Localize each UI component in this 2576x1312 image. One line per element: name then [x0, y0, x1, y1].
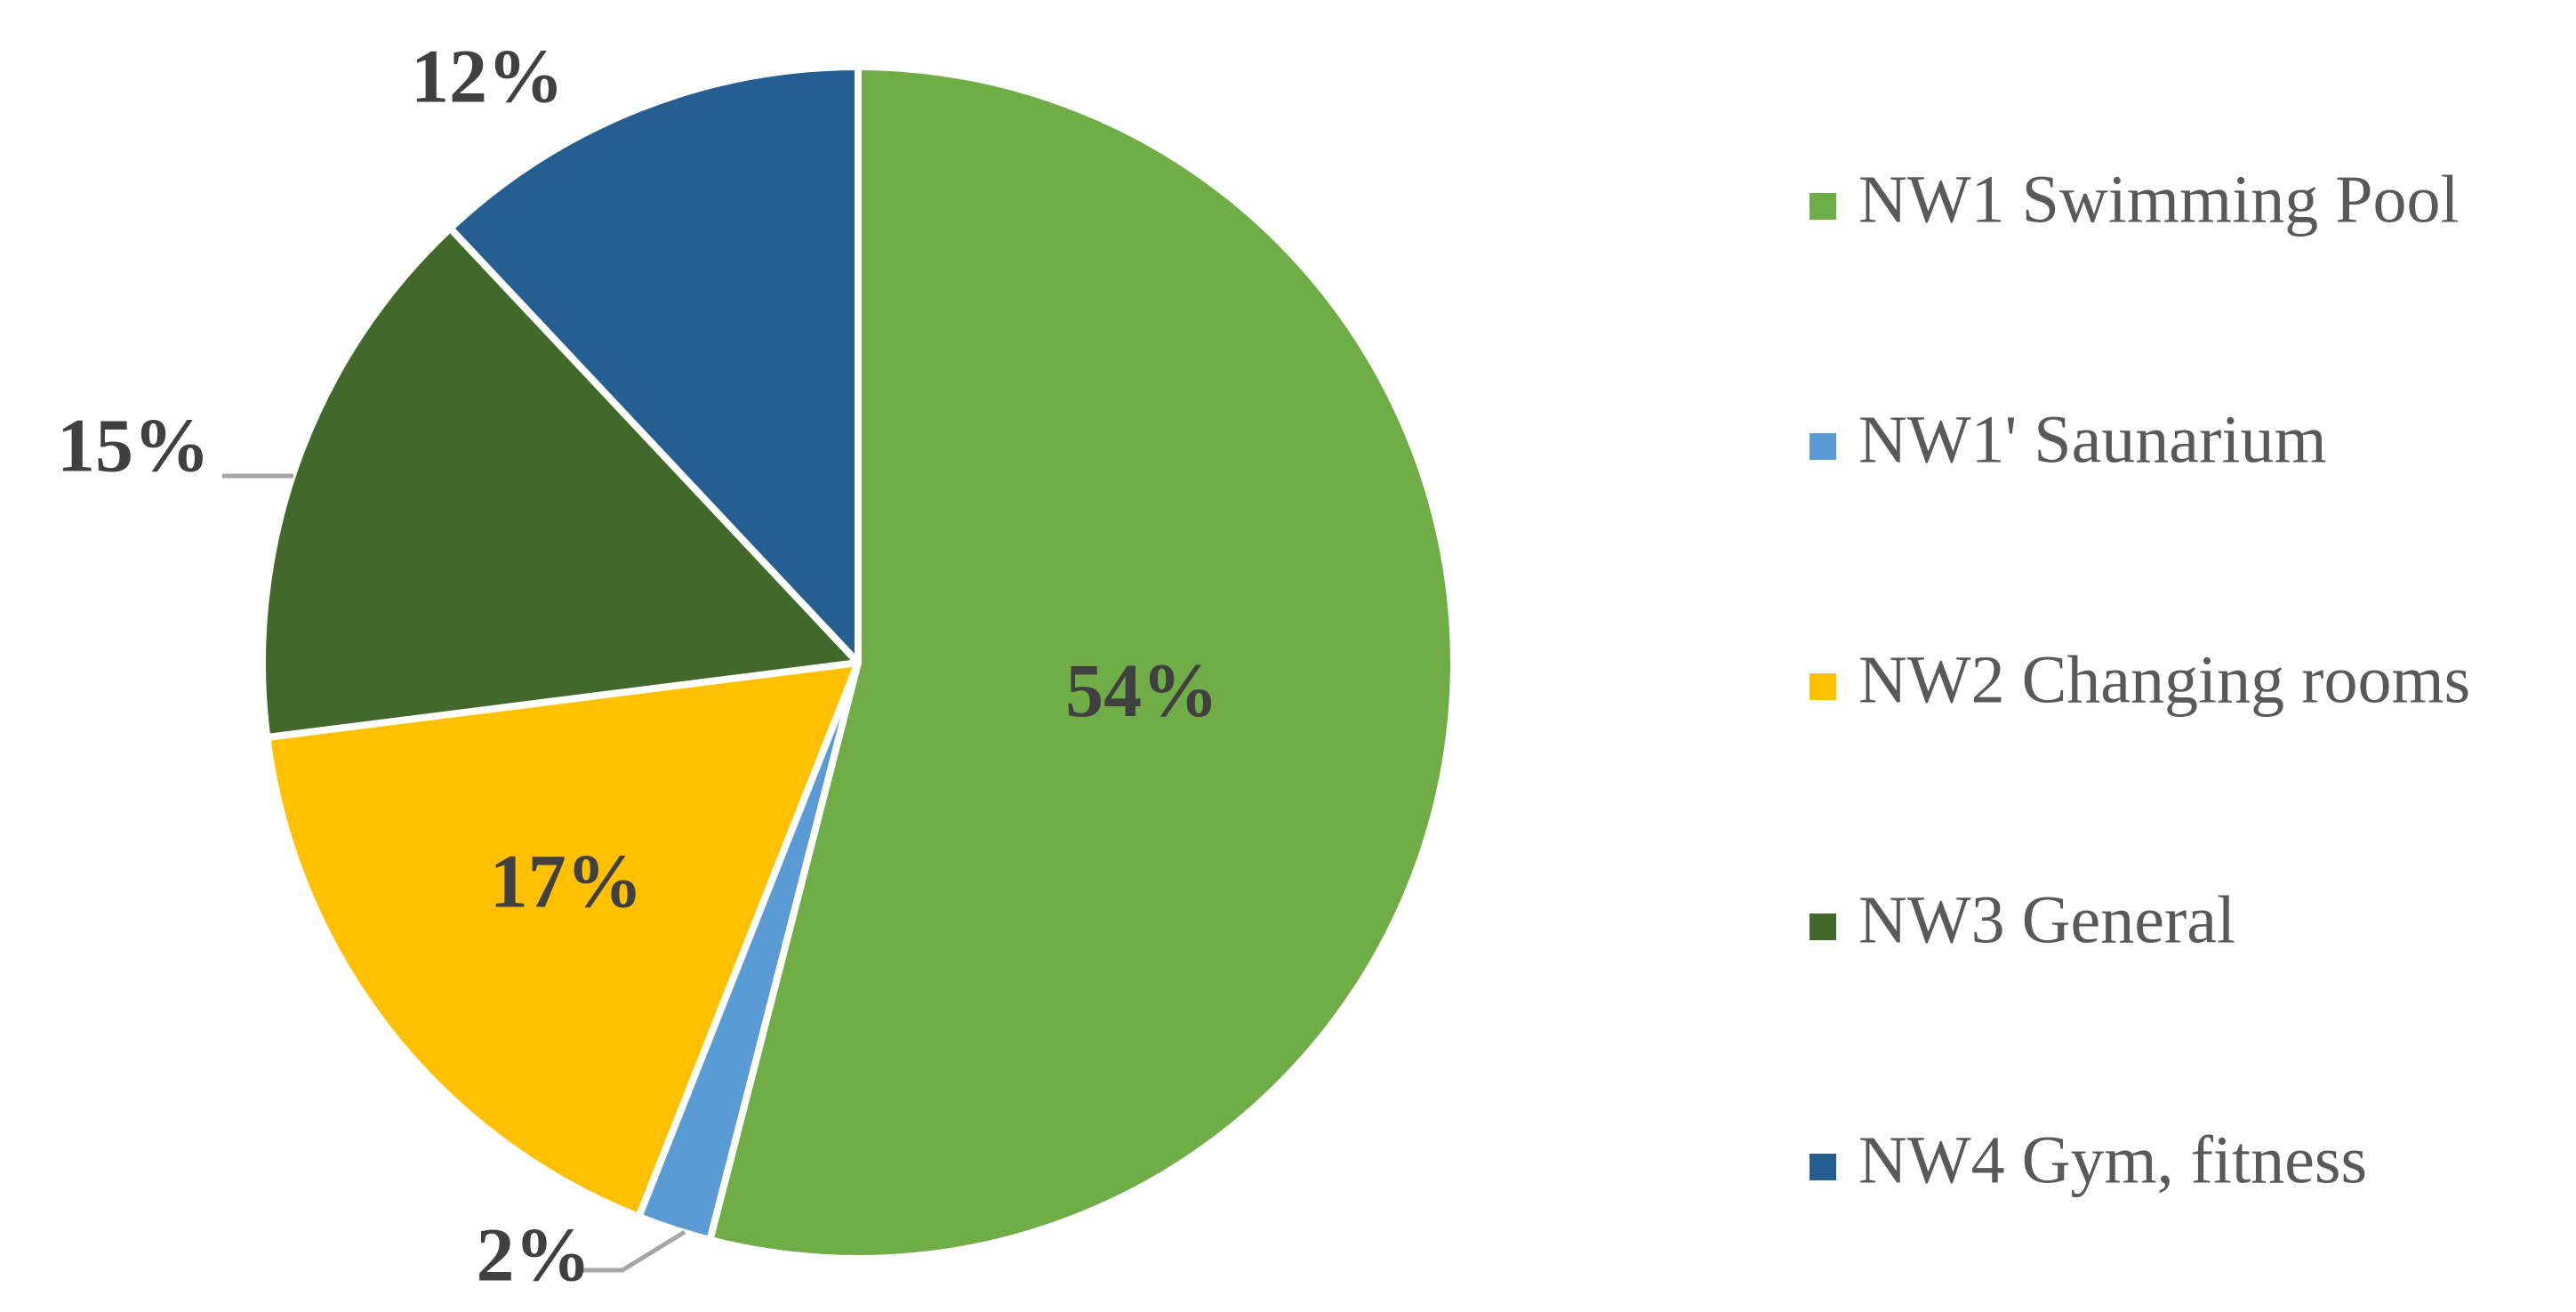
data-label-nw1-saunarium: 2%: [477, 1212, 591, 1298]
leader-lines: [222, 473, 686, 1273]
legend-label-nw2-changing-rooms: NW2 Changing rooms: [1858, 642, 2470, 717]
legend-label-nw4-gym-fitness: NW4 Gym, fitness: [1858, 1123, 2367, 1197]
data-labels: 54% 2% 17% 15% 12%: [57, 34, 1218, 1298]
legend-swatch-nw1-saunarium: [1810, 433, 1836, 460]
data-label-nw3-general: 15%: [57, 403, 210, 488]
legend-label-nw3-general: NW3 General: [1858, 882, 2235, 957]
data-label-nw4-gym-fitness: 12%: [411, 34, 564, 119]
pie-slices: [259, 63, 1458, 1262]
legend: NW1 Swimming Pool NW1' Saunarium NW2 Chang…: [1810, 162, 2470, 1197]
pie-slice-nw4-gym-fitness: [446, 63, 862, 666]
data-label-nw2-changing-rooms: 17%: [490, 838, 643, 923]
legend-swatch-nw1-swimming-pool: [1810, 193, 1836, 220]
legend-label-nw1-saunarium: NW1' Saunarium: [1858, 402, 2327, 477]
legend-swatch-nw2-changing-rooms: [1810, 673, 1836, 700]
legend-label-nw1-swimming-pool: NW1 Swimming Pool: [1858, 162, 2460, 237]
leader-line-nw1-saunarium: [582, 1229, 686, 1273]
legend-swatch-nw3-general: [1810, 914, 1836, 940]
pie-slice-nw3-general: [259, 224, 862, 741]
pie-slice-nw2-changing-rooms: [263, 659, 862, 1220]
legend-swatch-nw4-gym-fitness: [1810, 1154, 1836, 1180]
pie-slice-nw1-swimming-pool: [706, 63, 1458, 1262]
data-label-nw1-swimming-pool: 54%: [1065, 648, 1218, 733]
